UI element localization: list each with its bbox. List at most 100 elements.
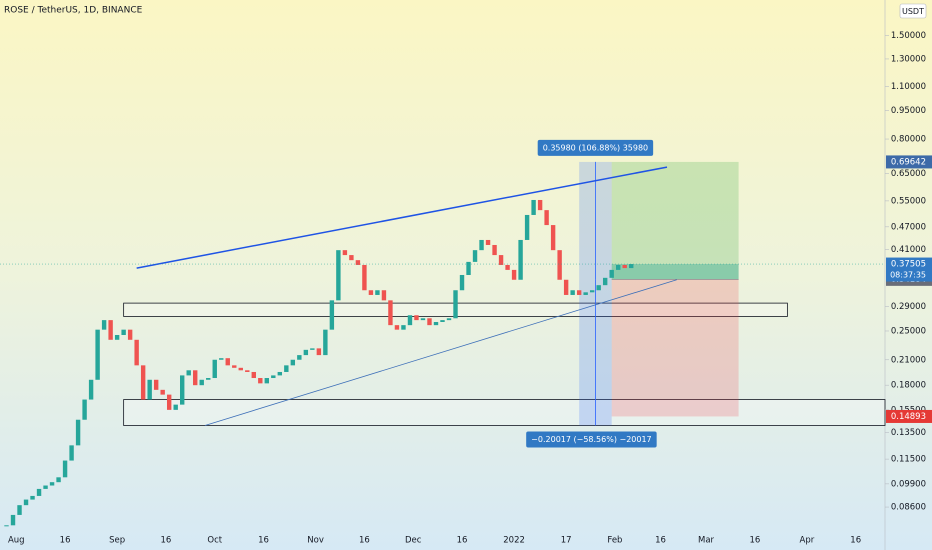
candle [277, 371, 283, 376]
x-tick-label: 2022 [503, 536, 525, 546]
trend-line [136, 166, 668, 269]
candle [95, 329, 100, 380]
y-tick-label: 1.50000 [891, 31, 926, 41]
candle [82, 399, 87, 420]
chart-title: ROSE / TetherUS, 1D, BINANCE [4, 6, 143, 16]
candle [388, 300, 393, 326]
x-tick-label: 16 [60, 536, 71, 546]
candle [485, 239, 491, 245]
candle [336, 250, 341, 301]
candle [245, 370, 250, 372]
x-tick-label: 16 [457, 536, 468, 546]
unit-badge[interactable] [899, 3, 927, 19]
candle [225, 358, 230, 366]
x-tick-label: Sep [109, 536, 125, 546]
stop-price: 0.14893 [891, 412, 926, 422]
candle [284, 365, 289, 372]
candle [10, 514, 16, 526]
y-tick-label: 0.21000 [891, 355, 926, 365]
candle [537, 199, 543, 211]
target-price: 0.69642 [891, 157, 926, 167]
y-tick-label: 0.65000 [891, 169, 926, 179]
candle [472, 250, 478, 262]
candle [75, 419, 81, 446]
candle [609, 269, 614, 278]
candle [446, 318, 452, 321]
candle [173, 404, 178, 410]
x-tick-label: 16 [161, 536, 172, 546]
x-tick-label: 16 [258, 536, 269, 546]
candle [199, 379, 204, 386]
candle [186, 370, 191, 376]
candle [427, 318, 432, 326]
candle [570, 290, 575, 295]
candle [160, 389, 165, 395]
trend-line [204, 279, 677, 426]
candle [108, 320, 113, 340]
candle [505, 264, 510, 270]
open-profit [611, 264, 739, 280]
candle [596, 285, 601, 291]
candle [368, 290, 374, 295]
candle [602, 277, 608, 286]
candle [17, 505, 22, 515]
candle [622, 264, 627, 269]
candle [147, 379, 152, 400]
candle [232, 365, 237, 368]
candle [531, 199, 536, 215]
candle [440, 320, 445, 322]
x-tick-label: Feb [607, 536, 622, 546]
candle [524, 214, 530, 240]
candle [69, 445, 74, 461]
y-tick-label: 0.95000 [891, 106, 926, 116]
candle [375, 290, 380, 295]
candle [316, 348, 322, 356]
measure-label: −0.20017 (−58.56%) −20017 [526, 431, 657, 448]
candle [498, 255, 504, 265]
measure-label-text: 0.35980 (106.88%) 35980 [543, 143, 648, 152]
axis-unit: USDT [902, 7, 924, 16]
candle [550, 225, 556, 251]
measure-label: 0.35980 (106.88%) 35980 [537, 139, 654, 156]
candle [219, 358, 224, 360]
candle [466, 261, 471, 275]
candle [492, 244, 497, 256]
candle [36, 488, 42, 496]
candle [290, 359, 296, 366]
candle [114, 334, 120, 340]
candle [414, 315, 419, 321]
candle [310, 348, 315, 350]
candle [4, 525, 9, 527]
candle [557, 250, 562, 280]
stop-zone [611, 279, 739, 417]
candle [101, 320, 107, 330]
y-tick-label: 0.11500 [891, 455, 926, 465]
y-tick-label: 0.41000 [891, 245, 926, 255]
stop-price-bg [886, 409, 932, 423]
candle [459, 274, 465, 291]
y-tick-label: 0.25000 [891, 326, 926, 336]
candle [271, 375, 276, 379]
candle [88, 379, 94, 400]
candle [134, 339, 139, 366]
candle [394, 325, 400, 330]
last-price: 0.37505 [891, 260, 926, 270]
measure-label-bg [526, 431, 657, 448]
candle [355, 260, 361, 265]
candle [381, 290, 387, 301]
candle [342, 250, 348, 256]
candle [615, 264, 621, 270]
y-tick-label: 1.30000 [891, 54, 926, 64]
x-tick-label: Oct [207, 536, 222, 546]
measure-label-text: −0.20017 (−58.56%) −20017 [531, 435, 651, 444]
candle [166, 394, 172, 410]
x-tick-label: Dec [405, 536, 422, 546]
candle [180, 375, 185, 405]
y-tick-label: 0.29000 [891, 302, 926, 312]
candle [629, 264, 634, 269]
candle [401, 325, 406, 330]
target-zone [611, 161, 739, 280]
candle [589, 290, 595, 293]
candle [297, 355, 302, 360]
